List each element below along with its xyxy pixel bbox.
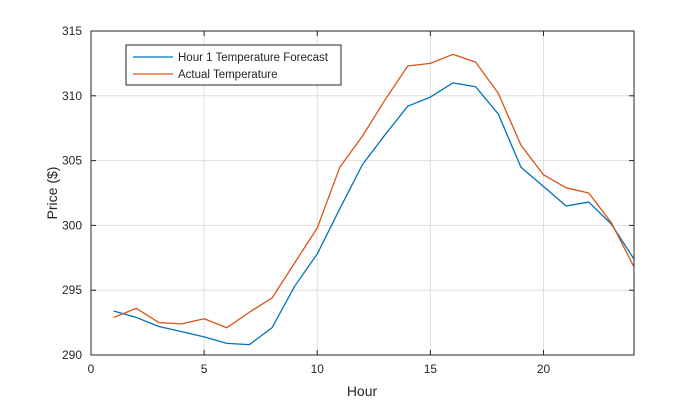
x-tick-label: 20 [537, 362, 551, 376]
grid-lines [91, 31, 634, 355]
legend-label-actual: Actual Temperature [178, 69, 278, 81]
x-tick-label: 10 [311, 362, 325, 376]
plot-border [90, 30, 635, 356]
y-tick-label: 315 [62, 24, 82, 38]
x-tick-label: 0 [88, 362, 95, 376]
axis-ticks: 0 5 10 15 20 290 295 300 305 310 315 [62, 24, 634, 376]
series-line-forecast [113, 82, 635, 346]
y-tick-label: 290 [62, 348, 82, 362]
x-axis-label: Hour [347, 383, 378, 399]
y-tick-label: 295 [62, 283, 82, 297]
legend: Hour 1 Temperature Forecast Actual Tempe… [125, 44, 342, 86]
series-lines [113, 53, 635, 346]
legend-box [125, 44, 342, 86]
y-axis-label: Price ($) [44, 167, 60, 220]
y-tick-label: 310 [62, 89, 82, 103]
y-tick-label: 300 [62, 218, 82, 232]
x-tick-label: 5 [201, 362, 208, 376]
series-line-actual [113, 53, 635, 329]
y-tick-label: 305 [62, 154, 82, 168]
legend-label-forecast: Hour 1 Temperature Forecast [178, 52, 329, 64]
x-tick-label: 15 [424, 362, 438, 376]
